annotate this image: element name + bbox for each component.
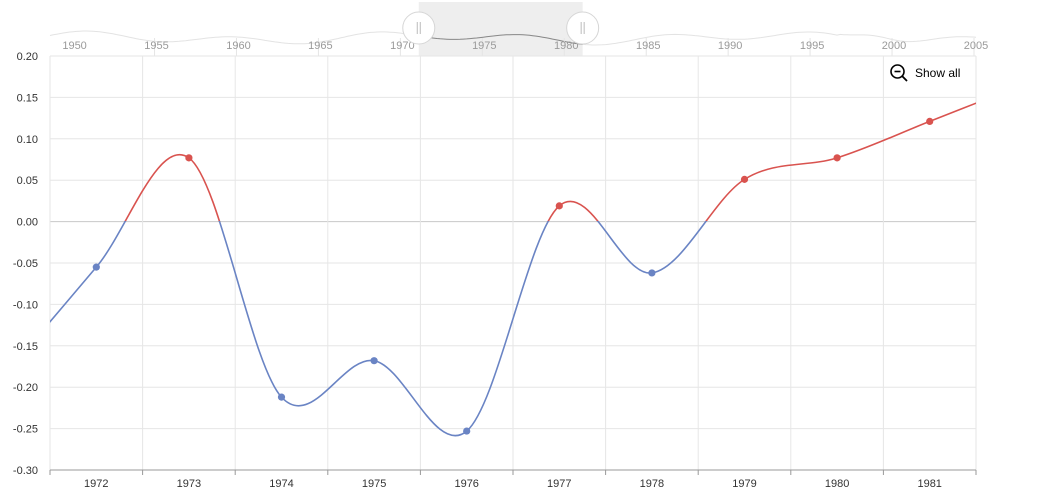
y-tick-label: 0.10 xyxy=(17,134,38,146)
scrollbar-tick-label: 1955 xyxy=(144,40,168,52)
scrollbar-tick-label: 1975 xyxy=(472,40,496,52)
series-clip-group xyxy=(50,102,976,437)
x-tick-label: 1973 xyxy=(177,478,201,490)
series-line-negative xyxy=(50,221,708,437)
scrollbar-tick-label: 1985 xyxy=(636,40,660,52)
scrollbar-tick-label: 1950 xyxy=(62,40,86,52)
y-tick-label: -0.25 xyxy=(13,424,38,436)
scrollbar-tick-label: 1990 xyxy=(718,40,742,52)
scrollbar-tick-label: 1970 xyxy=(390,40,414,52)
data-point-1972 xyxy=(92,263,100,271)
scrollbar-tick-label: 1965 xyxy=(308,40,332,52)
show-all-button[interactable]: Show all xyxy=(889,61,960,85)
data-point-1975 xyxy=(370,357,378,365)
x-tick-label: 1975 xyxy=(362,478,386,490)
scrollbar-overview-line-selected xyxy=(418,34,583,45)
show-all-label: Show all xyxy=(915,66,961,80)
y-tick-label: 0.15 xyxy=(17,92,38,104)
x-tick-label: 1974 xyxy=(269,478,293,490)
y-tick-label: -0.05 xyxy=(13,258,38,270)
data-point-1980 xyxy=(833,154,841,162)
data-point-1979 xyxy=(740,175,749,183)
x-tick-label: 1981 xyxy=(917,478,941,490)
scrollbar-handles[interactable] xyxy=(402,11,600,45)
scrollbar-handle-right[interactable] xyxy=(566,11,600,45)
scrollbar-tick-label: 2000 xyxy=(882,40,906,52)
data-point-1976 xyxy=(463,427,471,435)
y-axis: 0.20 0.15 0.10 0.05 0.00 -0.05 -0.10 -0.15 -0.20… xyxy=(13,51,38,477)
y-tick-label: -0.10 xyxy=(13,299,38,311)
x-tick-label: 1977 xyxy=(547,478,571,490)
x-tick-label: 1979 xyxy=(732,478,756,490)
scrollbar[interactable]: 1950 1955 1960 1965 1970 1975 1980 1985 1990 1995… xyxy=(49,2,988,56)
y-tick-label: 0.00 xyxy=(17,217,38,229)
series xyxy=(50,102,976,437)
data-point-1973 xyxy=(185,154,193,162)
y-tick-label: -0.20 xyxy=(13,382,38,394)
y-tick-label: -0.15 xyxy=(13,341,38,353)
x-tick-label: 1972 xyxy=(84,478,108,490)
zoom-out-icon xyxy=(890,64,908,82)
scrollbar-tick-label: 1960 xyxy=(226,40,250,52)
y-tick-label: 0.20 xyxy=(17,51,38,63)
scrollbar-tick-label: 1995 xyxy=(800,40,824,52)
scrollbar-handle-left[interactable] xyxy=(402,11,436,45)
x-tick-label: 1980 xyxy=(825,478,849,490)
x-tick-label: 1978 xyxy=(640,478,664,490)
y-tick-label: 0.05 xyxy=(17,175,38,187)
series-line-positive xyxy=(123,102,976,222)
data-point-1978 xyxy=(648,269,656,277)
x-axis: 1972 1973 1974 1975 1976 1977 1978 1979 1980 1981 xyxy=(49,469,977,490)
scrollbar-selection xyxy=(418,2,583,56)
scrollbar-tick-label: 1980 xyxy=(554,40,578,52)
scrollbar-tick-label: 2005 xyxy=(964,40,988,52)
y-tick-label: -0.30 xyxy=(13,465,38,477)
x-tick-label: 1976 xyxy=(454,478,478,490)
data-point-1981 xyxy=(926,117,934,126)
data-point-1974 xyxy=(277,393,286,401)
data-point-1977 xyxy=(555,202,563,210)
grid xyxy=(49,55,977,471)
